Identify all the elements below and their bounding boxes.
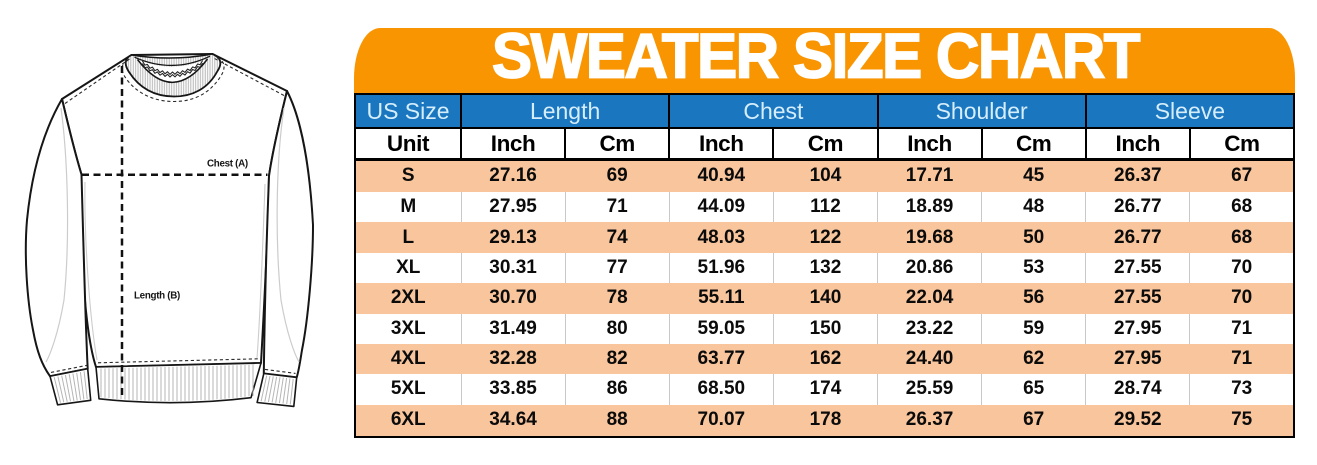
svg-text:Length (B): Length (B) — [134, 291, 180, 302]
svg-text:Chest (A): Chest (A) — [207, 159, 248, 170]
